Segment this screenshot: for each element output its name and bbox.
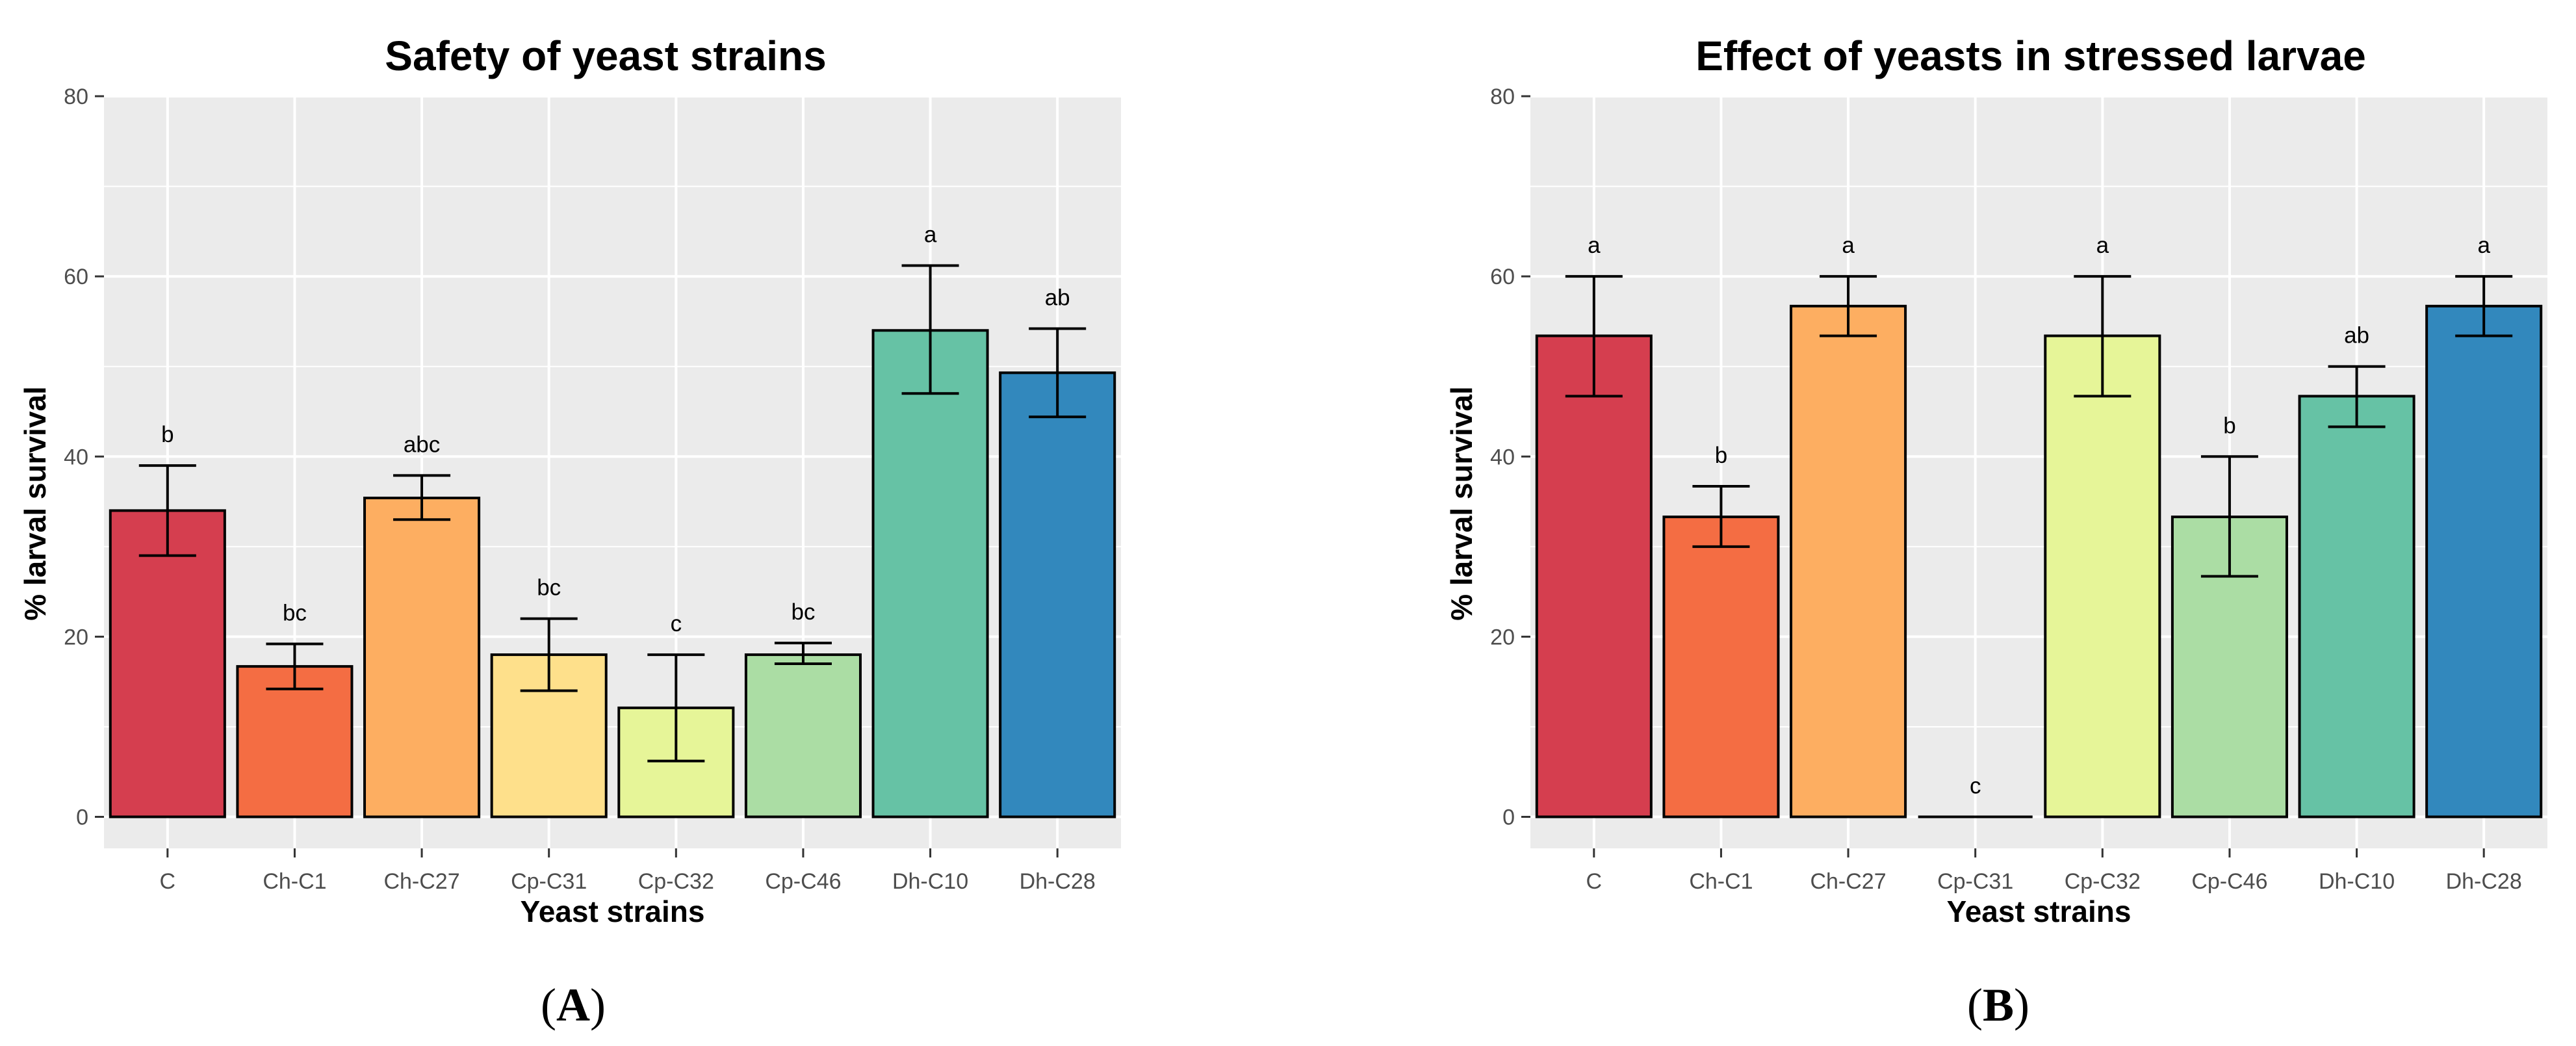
panel-label: (B) [1967, 979, 2029, 1031]
panel-label-open-paren: ( [541, 979, 556, 1031]
significance-letter: a [2096, 233, 2109, 258]
x-tick-label: Cp-C32 [2065, 869, 2141, 894]
x-tick-label: Dh-C10 [2319, 869, 2395, 894]
bar-ch-c1[interactable] [1662, 516, 1780, 818]
significance-letter: a [1588, 233, 1601, 258]
x-tick-label: Ch-C27 [383, 869, 459, 894]
significance-letter: b [161, 422, 174, 447]
y-tick-label: 80 [64, 85, 88, 109]
y-tick-label: 20 [64, 625, 88, 649]
panel-label-close-paren: ) [590, 979, 606, 1031]
bar-dh-c10[interactable] [871, 329, 989, 818]
y-tick-label: 0 [76, 805, 88, 830]
significance-letter: a [2477, 233, 2490, 258]
significance-letter: c [1970, 774, 1981, 799]
x-tick-label: Cp-C46 [2191, 869, 2267, 894]
bar-cp-c46[interactable] [744, 653, 862, 818]
error-bar-ch-c27 [1820, 275, 1877, 337]
x-tick-label: Dh-C28 [1020, 869, 1096, 894]
error-bar-dh-c10 [2328, 365, 2386, 428]
error-bar-ch-c1 [1692, 484, 1750, 548]
significance-letter: bc [537, 575, 561, 601]
bar-dh-c28[interactable] [999, 371, 1116, 818]
y-axis-title: % larval survival [1445, 386, 1478, 621]
bar-ch-c1[interactable] [236, 665, 354, 818]
y-axis-title: % larval survival [18, 386, 52, 621]
error-bar-c [138, 464, 196, 557]
x-tick-label: Cp-C46 [765, 869, 841, 894]
significance-letter: ab [1045, 285, 1070, 310]
error-bar-cp-c46 [2200, 455, 2258, 578]
error-bar-cp-c46 [774, 642, 832, 665]
x-tick-label: Ch-C1 [263, 869, 326, 894]
y-tick-label: 60 [64, 265, 88, 289]
significance-letter: abc [404, 432, 440, 457]
significance-letter: ab [2344, 323, 2369, 348]
error-bar-ch-c1 [266, 642, 324, 690]
error-bar-dh-c10 [901, 264, 959, 395]
bar-cp-c32[interactable] [617, 706, 735, 818]
bar-cp-c32[interactable] [2044, 334, 2161, 818]
x-tick-label: Cp-C32 [638, 869, 714, 894]
significance-letter: b [1715, 443, 1727, 468]
x-tick-label: Ch-C27 [1810, 869, 1886, 894]
bar-dh-c28[interactable] [2425, 304, 2543, 818]
bar-ch-c27[interactable] [1790, 304, 1907, 818]
y-tick-label: 40 [64, 445, 88, 469]
x-axis-title: Yeast strains [521, 895, 705, 928]
significance-letter: a [924, 222, 937, 247]
x-axis-title: Yeast strains [1947, 895, 2132, 928]
significance-letter: b [2223, 413, 2235, 438]
bar-ch-c27[interactable] [363, 496, 481, 818]
y-tick-label: 20 [1490, 625, 1515, 649]
y-tick-label: 60 [1490, 265, 1515, 289]
panel-label-letter: A [556, 979, 590, 1031]
panel-label-letter: B [1983, 979, 2014, 1031]
y-tick-label: 40 [1490, 445, 1515, 469]
error-bar-dh-c28 [1029, 327, 1087, 419]
significance-letter: bc [283, 600, 307, 625]
chart-title: Effect of yeasts in stressed larvae [1695, 33, 2366, 79]
x-tick-label: Dh-C10 [892, 869, 968, 894]
x-tick-label: Cp-C31 [511, 869, 587, 894]
panel-label: (A) [541, 979, 606, 1031]
panel-label-open-paren: ( [1967, 979, 1983, 1031]
x-tick-label: Ch-C1 [1689, 869, 1753, 894]
error-bar-cp-c32 [647, 653, 705, 763]
chart-title: Safety of yeast strains [385, 33, 826, 79]
significance-letter: bc [791, 599, 815, 625]
significance-letter: c [671, 611, 682, 636]
error-bar-c [1565, 275, 1623, 398]
x-tick-label: C [1586, 869, 1603, 894]
error-bar-cp-c31 [520, 617, 578, 692]
x-tick-label: Dh-C28 [2446, 869, 2522, 894]
chart-panel-b: 0 20 40 60 80 a Cb Ch-C1 a Ch-C27 c Cp-C31 a Cp-C32 b C… [1445, 33, 2547, 1031]
bar-dh-c10[interactable] [2298, 395, 2415, 818]
error-bar-ch-c27 [393, 474, 451, 521]
error-bar-cp-c32 [2074, 275, 2132, 398]
bar-c[interactable] [1535, 334, 1653, 818]
error-bar-dh-c28 [2455, 275, 2513, 337]
significance-letter: a [1842, 233, 1855, 258]
panel-label-close-paren: ) [2014, 979, 2029, 1031]
x-tick-label: C [160, 869, 176, 894]
y-tick-label: 80 [1490, 85, 1515, 109]
y-tick-label: 0 [1502, 805, 1515, 830]
x-tick-label: Cp-C31 [1937, 869, 2013, 894]
chart-panel-a: 020406080bCbcCh-C1abcCh-C27bcCp-C31cCp-C… [18, 33, 1121, 1031]
